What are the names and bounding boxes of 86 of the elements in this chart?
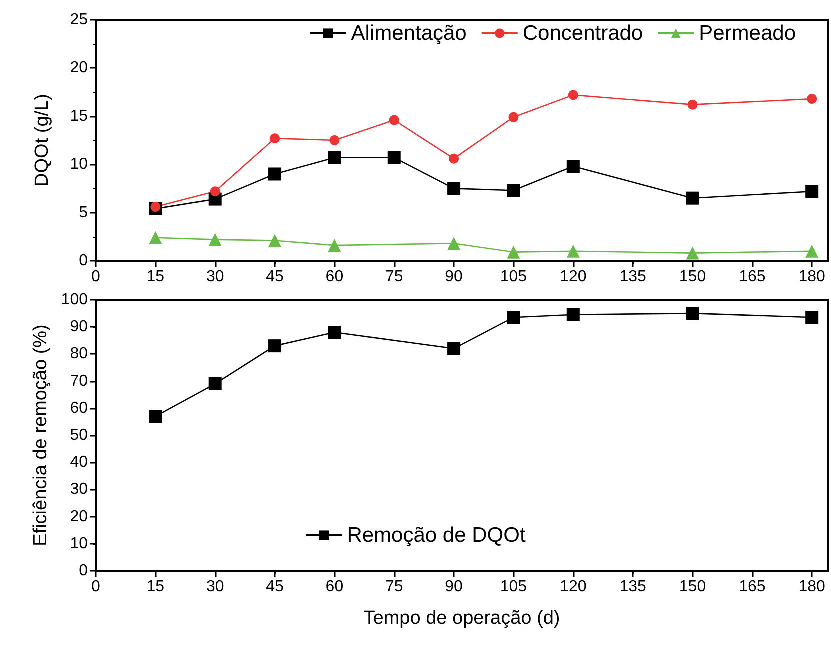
point bbox=[330, 136, 340, 146]
x-tick-label: 45 bbox=[266, 578, 284, 596]
y-tick-label: 70 bbox=[70, 372, 88, 390]
legend-label: Alimentação bbox=[351, 22, 467, 45]
x-tick-label: 15 bbox=[146, 268, 165, 286]
y-tick-label: 0 bbox=[79, 562, 88, 580]
point bbox=[210, 186, 220, 197]
point bbox=[686, 192, 700, 205]
x-tick-label: 150 bbox=[679, 268, 706, 286]
point bbox=[268, 168, 282, 181]
x-tick-label: 30 bbox=[206, 578, 224, 596]
y-tick-label: 10 bbox=[70, 535, 88, 552]
y-axis-title: Eficiência de remoção (%) bbox=[30, 324, 52, 546]
x-tick-label: 30 bbox=[206, 268, 224, 286]
x-tick-label: 60 bbox=[326, 578, 344, 596]
x-tick-label: 45 bbox=[266, 268, 284, 286]
y-tick-label: 80 bbox=[70, 346, 88, 363]
x-tick-label: 105 bbox=[500, 268, 528, 286]
point bbox=[807, 94, 818, 104]
x-tick-label: 15 bbox=[146, 578, 165, 596]
point bbox=[448, 182, 461, 196]
point bbox=[208, 233, 222, 246]
point bbox=[686, 307, 700, 320]
x-tick-label: 75 bbox=[385, 578, 404, 596]
y-tick-label: 15 bbox=[70, 108, 88, 125]
x-tick-label: 60 bbox=[326, 268, 344, 286]
point bbox=[388, 151, 401, 164]
point bbox=[328, 326, 342, 340]
legend-label: Permeado bbox=[699, 22, 796, 45]
point bbox=[566, 160, 580, 174]
x-tick-label: 105 bbox=[500, 578, 528, 596]
x-tick-label: 120 bbox=[560, 578, 587, 596]
x-tick-label: 0 bbox=[92, 578, 101, 596]
x-tick-label: 75 bbox=[385, 268, 404, 286]
y-tick-label: 10 bbox=[70, 156, 88, 174]
point bbox=[270, 134, 280, 144]
point bbox=[568, 90, 578, 100]
y-tick-label: 40 bbox=[70, 454, 88, 472]
y-tick-label: 5 bbox=[79, 204, 88, 222]
point bbox=[389, 115, 400, 126]
x-tick-label: 180 bbox=[798, 268, 826, 286]
x-tick-label: 150 bbox=[679, 578, 706, 596]
point bbox=[328, 239, 342, 252]
x-tick-label: 135 bbox=[620, 578, 647, 596]
point bbox=[806, 185, 819, 198]
y-tick-label: 90 bbox=[70, 318, 88, 336]
point bbox=[507, 246, 520, 259]
point bbox=[806, 244, 819, 258]
point bbox=[566, 244, 580, 258]
x-tick-label: 165 bbox=[739, 578, 766, 596]
point bbox=[507, 184, 520, 198]
x-tick-label: 90 bbox=[445, 578, 464, 596]
x-axis-title: Tempo de operação (d) bbox=[364, 608, 560, 629]
y-tick-label: 0 bbox=[79, 252, 88, 270]
legend-label: Remoção de DQOt bbox=[347, 524, 526, 547]
point bbox=[688, 100, 698, 110]
y-tick-label: 20 bbox=[70, 60, 88, 77]
x-tick-label: 165 bbox=[739, 268, 766, 286]
point bbox=[150, 202, 161, 212]
point bbox=[149, 410, 162, 424]
point bbox=[686, 246, 700, 260]
y-tick-label: 30 bbox=[70, 481, 88, 498]
x-tick-label: 120 bbox=[560, 268, 587, 286]
point bbox=[328, 151, 342, 164]
y-tick-label: 60 bbox=[70, 400, 88, 417]
point bbox=[448, 237, 461, 250]
point bbox=[268, 340, 282, 353]
point bbox=[566, 308, 580, 322]
point bbox=[208, 378, 222, 391]
y-axis-title: DQOt (g/L) bbox=[32, 94, 53, 187]
point bbox=[268, 234, 282, 248]
x-tick-label: 90 bbox=[445, 268, 464, 286]
x-tick-label: 180 bbox=[798, 578, 826, 596]
point bbox=[149, 231, 162, 244]
point bbox=[449, 154, 460, 164]
x-tick-label: 135 bbox=[620, 268, 647, 286]
y-tick-label: 100 bbox=[61, 292, 88, 308]
x-tick-label: 0 bbox=[92, 268, 101, 286]
y-tick-label: 50 bbox=[70, 427, 88, 444]
y-tick-label: 20 bbox=[70, 508, 88, 526]
y-tick-label: 25 bbox=[70, 12, 88, 28]
point bbox=[508, 112, 519, 122]
point bbox=[507, 311, 520, 324]
legend-label: Concentrado bbox=[522, 22, 644, 45]
point bbox=[448, 342, 461, 356]
point bbox=[806, 311, 819, 324]
